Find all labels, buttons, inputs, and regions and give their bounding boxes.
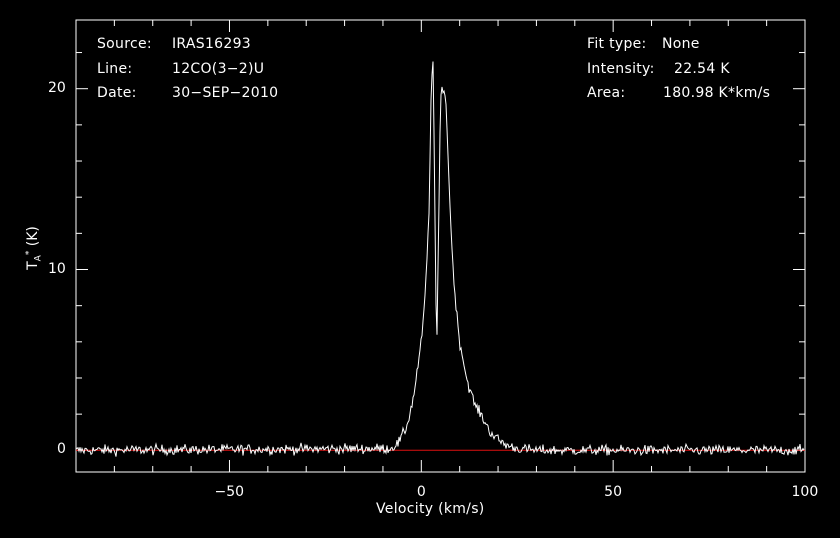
spectrum-line — [75, 61, 805, 457]
y-axis-label-sub: A — [33, 255, 44, 262]
y-axis-label-main: T — [24, 261, 41, 270]
x-tick-label: −50 — [214, 484, 245, 500]
fit-type-label: Fit type: — [587, 36, 647, 52]
x-tick-label: 50 — [604, 484, 622, 500]
source-value: IRAS16293 — [172, 36, 251, 52]
y-axis-label-unit: (K) — [24, 226, 41, 247]
y-tick-label: 0 — [57, 441, 66, 458]
tick-marks — [75, 20, 806, 472]
date-value: 30−SEP−2010 — [172, 85, 279, 101]
y-axis-label: TA* (K) — [24, 226, 43, 270]
y-tick-label: 20 — [48, 79, 66, 96]
intensity-value: 22.54 K — [674, 61, 730, 77]
intensity-label: Intensity: — [587, 61, 655, 77]
source-label: Source: — [97, 36, 152, 52]
area-value: 180.98 K*km/s — [663, 85, 771, 101]
x-axis-label: Velocity (km/s) — [376, 501, 485, 517]
y-axis-label-sup: * — [24, 250, 35, 256]
x-tick-label: 100 — [791, 484, 819, 500]
plot-frame — [75, 19, 806, 473]
fit-type-value: None — [662, 36, 700, 52]
date-label: Date: — [97, 85, 137, 101]
line-value: 12CO(3−2)U — [172, 61, 265, 77]
x-tick-label: 0 — [416, 484, 426, 500]
line-label: Line: — [97, 61, 133, 77]
y-tick-label: 10 — [48, 260, 66, 277]
area-label: Area: — [587, 85, 626, 101]
